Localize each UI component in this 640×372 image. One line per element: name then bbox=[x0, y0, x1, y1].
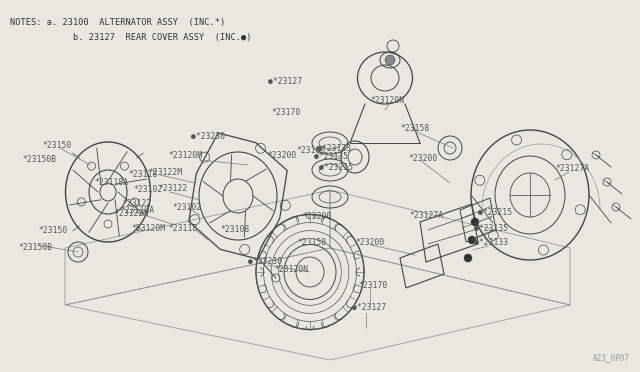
Text: *23170: *23170 bbox=[358, 280, 387, 289]
Text: ●*23133: ●*23133 bbox=[474, 237, 508, 247]
Text: *23150: *23150 bbox=[42, 141, 71, 150]
Text: ●*23215: ●*23215 bbox=[319, 163, 353, 172]
Text: *23200: *23200 bbox=[408, 154, 437, 163]
Text: *23102: *23102 bbox=[172, 202, 201, 212]
Text: *23200: *23200 bbox=[302, 212, 332, 221]
Text: *23120M: *23120M bbox=[131, 224, 165, 233]
Circle shape bbox=[471, 218, 479, 226]
Text: *23150B: *23150B bbox=[22, 155, 56, 164]
Text: *23118A: *23118A bbox=[95, 178, 129, 187]
Text: *23120N: *23120N bbox=[274, 265, 308, 274]
Text: *23102: *23102 bbox=[133, 185, 163, 194]
Text: A23_0P07: A23_0P07 bbox=[593, 353, 630, 362]
Text: ●*23230: ●*23230 bbox=[191, 132, 225, 141]
Circle shape bbox=[468, 236, 476, 244]
Text: *23127A: *23127A bbox=[555, 164, 589, 173]
Text: *23108: *23108 bbox=[221, 225, 250, 234]
Circle shape bbox=[464, 254, 472, 262]
Text: *23122M: *23122M bbox=[114, 209, 148, 218]
Text: *23150B: *23150B bbox=[18, 244, 52, 253]
Text: b. 23127  REAR COVER ASSY  (INC.●): b. 23127 REAR COVER ASSY (INC.●) bbox=[10, 32, 252, 42]
Text: ●*23127: ●*23127 bbox=[268, 77, 301, 86]
Text: ●*23127: ●*23127 bbox=[352, 304, 386, 312]
Text: *23122M: *23122M bbox=[148, 167, 182, 176]
Text: ●*23133: ●*23133 bbox=[317, 144, 351, 153]
Text: *23150: *23150 bbox=[38, 226, 68, 235]
Text: *23118: *23118 bbox=[168, 224, 197, 232]
Text: ●*23135: ●*23135 bbox=[314, 153, 348, 161]
Circle shape bbox=[385, 55, 395, 65]
Text: *23127A: *23127A bbox=[410, 211, 444, 220]
Text: *23158: *23158 bbox=[400, 124, 429, 132]
Text: *23122: *23122 bbox=[158, 183, 188, 192]
Text: ●*23135: ●*23135 bbox=[474, 224, 508, 232]
Text: *23170: *23170 bbox=[271, 108, 301, 117]
Text: *23158: *23158 bbox=[298, 238, 327, 247]
Text: *23200: *23200 bbox=[268, 151, 297, 160]
Text: *23120N: *23120N bbox=[370, 96, 404, 105]
Text: *23120M: *23120M bbox=[168, 151, 202, 160]
Text: *23122: *23122 bbox=[123, 199, 152, 208]
Text: *23200: *23200 bbox=[355, 237, 384, 247]
Text: *23118: *23118 bbox=[128, 170, 157, 179]
Text: *23108: *23108 bbox=[296, 145, 325, 154]
Text: NOTES: a. 23100  ALTERNATOR ASSY  (INC.*): NOTES: a. 23100 ALTERNATOR ASSY (INC.*) bbox=[10, 17, 225, 26]
Text: *23118A: *23118A bbox=[120, 205, 154, 215]
Text: ●*23215: ●*23215 bbox=[478, 208, 512, 217]
Text: ●*23230: ●*23230 bbox=[248, 257, 282, 266]
